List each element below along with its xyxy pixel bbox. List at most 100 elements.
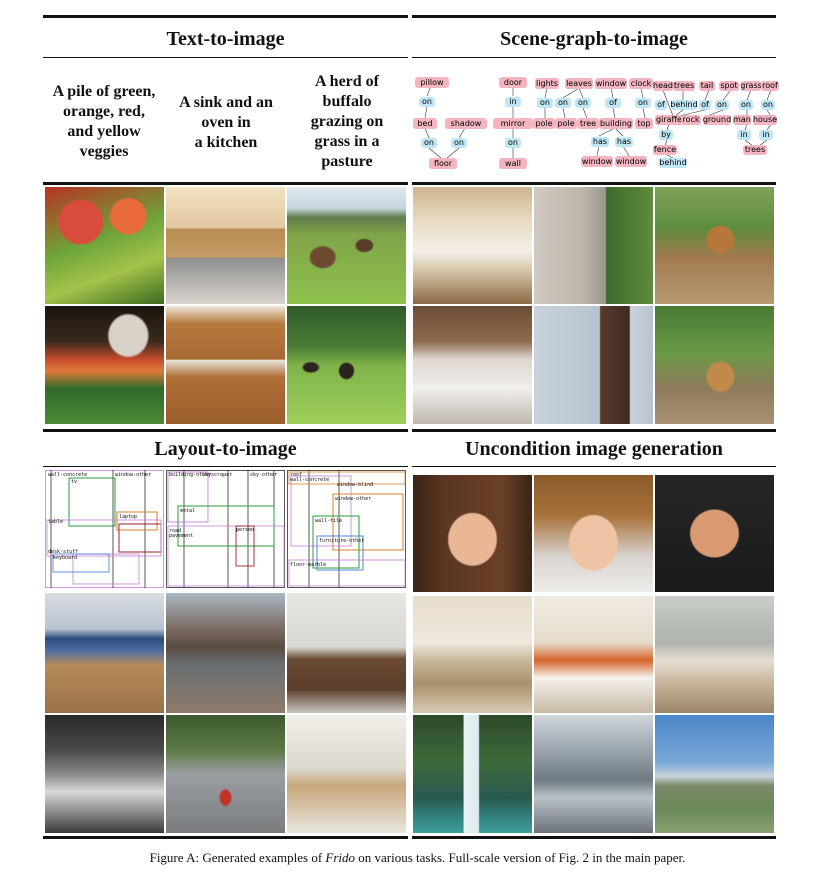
svg-text:person: person [236,527,254,533]
svg-text:man: man [733,115,751,124]
bottom-rule-right [412,836,776,839]
generated-image-buffalo-1 [287,187,406,304]
svg-text:lights: lights [536,79,558,88]
layout-panel-2: building-other skyscraper sky-other meta… [166,470,285,588]
layout-panel-3: roof window-blind wall-concrete window-o… [287,470,406,588]
svg-text:on: on [763,100,773,109]
scene-graph-1: pillow on bed shadow on on floor [413,77,487,169]
svg-text:keyboard: keyboard [53,555,77,561]
svg-text:wall-concrete: wall-concrete [290,477,329,483]
generated-image-face-1 [413,475,532,592]
generated-image-building-1 [534,187,653,304]
mid-rule-right [412,429,776,432]
generated-image-mountain [655,715,774,833]
top-rule-left [43,15,408,18]
svg-text:on: on [741,100,751,109]
svg-text:tv: tv [71,479,77,485]
svg-text:pole: pole [557,119,574,128]
svg-text:behind: behind [659,158,686,167]
generated-image-waterfall [413,715,532,833]
layout-panel-1: wall-concrete window-other tv laptop tab… [45,470,164,588]
header-rule-right [412,57,776,58]
svg-text:bed: bed [417,119,432,128]
generated-image-desk-2 [45,715,164,833]
top-rule-right [412,15,776,18]
svg-text:of: of [657,100,665,109]
generated-image-giraffe-2 [655,306,774,424]
svg-text:window: window [596,79,627,88]
prompt-buffalo: A herd of buffalo grazing on grass in a past… [310,73,384,170]
svg-text:of: of [609,98,617,107]
generated-image-buffalo-2 [287,306,406,424]
svg-text:on: on [454,138,464,147]
svg-text:on: on [424,138,434,147]
svg-text:ground: ground [703,115,731,124]
prompt-kitchen: A sink and an oven in a kitchen [179,94,273,151]
svg-text:on: on [578,98,588,107]
figure-caption: Figure A: Generated examples of Frido on… [149,850,686,865]
generated-image-room-2 [287,715,406,833]
svg-text:grass: grass [740,81,762,90]
svg-text:spot: spot [720,81,737,90]
generated-image-veggies-2 [45,306,164,424]
svg-text:rock: rock [682,115,699,124]
svg-text:skyscraper: skyscraper [202,472,232,478]
svg-text:door: door [504,78,523,87]
mid-rule-left [43,429,408,432]
svg-text:in: in [762,130,769,139]
svg-text:on: on [558,98,568,107]
svg-text:wall: wall [505,159,521,168]
svg-text:pole: pole [535,119,552,128]
generated-image-clocktower [534,306,653,424]
svg-text:road: road [169,528,181,534]
generated-image-desk-1 [45,593,164,713]
svg-text:clock: clock [631,79,652,88]
svg-text:trees: trees [674,81,694,90]
prompt-veggies: A pile of green, orange, red, and yellow ve… [52,83,156,160]
svg-text:fence: fence [654,145,676,154]
svg-text:sky-other: sky-other [250,472,277,478]
svg-text:on: on [508,138,518,147]
svg-text:table: table [48,519,63,525]
scene-graph-3: lights leaves window clock on on on of o… [533,78,653,167]
svg-text:mirror: mirror [501,119,526,128]
section-title-scene-graph: Scene-graph-to-image [500,28,688,50]
svg-text:on: on [717,100,727,109]
generated-image-veggies-1 [45,187,164,304]
generated-image-kitchen-1 [166,187,285,304]
generated-image-bedroom-2 [413,306,532,424]
svg-text:floor: floor [434,159,453,168]
bottom-rule-left [43,836,408,839]
svg-text:window: window [582,157,613,166]
layout-header-rule-left [43,466,408,467]
svg-text:desk-stuff: desk-stuff [48,549,78,555]
generated-image-bedroom-4 [534,596,653,713]
layout-header-rule-right [412,466,776,467]
svg-text:has: has [617,137,631,146]
scene-graph-4: head trees tail spot grass roof of behin… [653,81,779,168]
svg-text:on: on [540,98,550,107]
svg-text:on: on [422,97,432,106]
generated-image-street-2 [166,715,285,833]
svg-text:leaves: leaves [566,79,592,88]
section-title-layout-to-image: Layout-to-image [154,438,297,460]
generated-image-face-2 [534,475,653,592]
generated-image-room-1 [287,593,406,713]
svg-text:head: head [653,81,673,90]
scene-graph-2: door in mirror on wall [493,77,533,169]
svg-text:tail: tail [701,81,713,90]
svg-text:shadow: shadow [451,119,482,128]
generated-image-street-1 [166,593,285,713]
generated-image-kitchen-2 [166,306,285,424]
header-rule-left [43,57,408,58]
generated-image-bedroom-5 [655,596,774,713]
svg-text:building: building [600,119,632,128]
svg-text:building-other: building-other [169,472,211,478]
svg-text:on: on [638,98,648,107]
svg-text:window: window [616,157,647,166]
generated-image-giraffe-1 [655,187,774,304]
svg-text:tree: tree [580,119,596,128]
svg-text:roof: roof [762,81,778,90]
svg-text:giraffe: giraffe [656,115,682,124]
svg-text:has: has [593,137,607,146]
